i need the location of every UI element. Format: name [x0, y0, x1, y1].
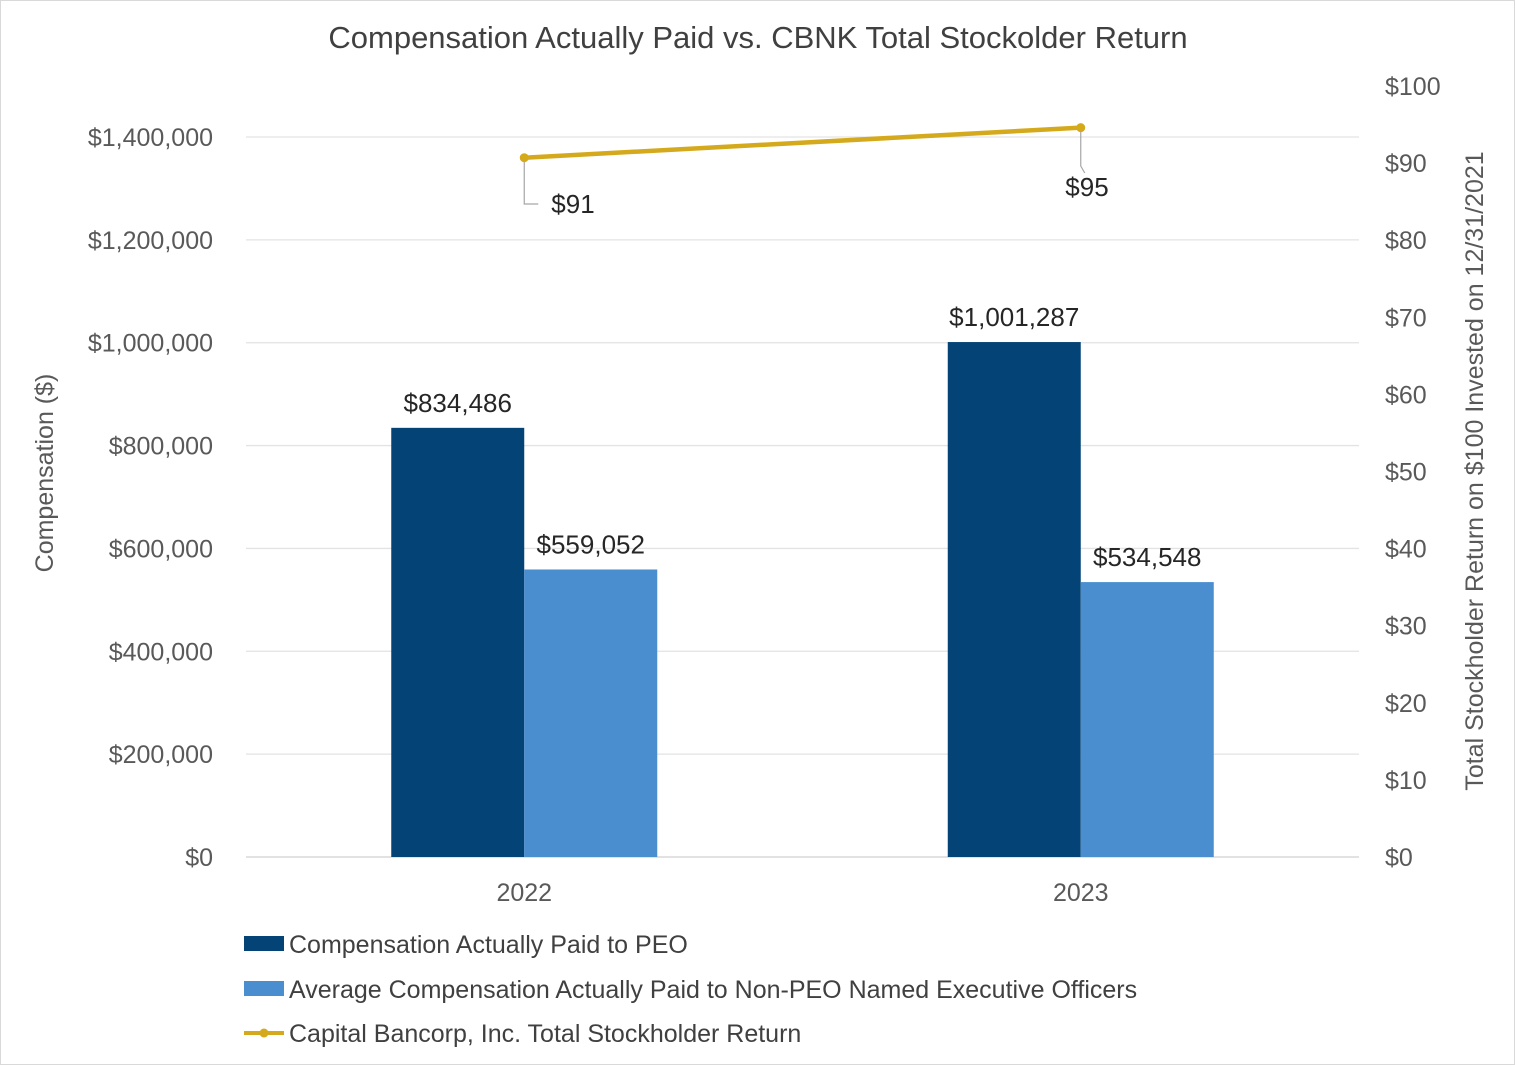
right-axis-title: Total Stockholder Return on $100 Investe…: [1461, 151, 1489, 790]
legend-swatch: [244, 981, 284, 996]
bar-data-label: $534,548: [1093, 542, 1201, 572]
bar-data-label: $1,001,287: [949, 302, 1079, 332]
tsr-point: [1076, 123, 1086, 133]
tsr-point: [519, 153, 529, 163]
chart-title: Compensation Actually Paid vs. CBNK Tota…: [328, 20, 1187, 55]
right-tick-label: $30: [1385, 613, 1427, 641]
tsr-line: [519, 123, 1086, 205]
left-tick-label: $1,400,000: [88, 124, 213, 152]
right-tick-label: $80: [1385, 227, 1427, 255]
right-tick-label: $60: [1385, 381, 1427, 409]
left-tick-label: $1,000,000: [88, 330, 213, 358]
bar: [524, 569, 658, 857]
left-tick-label: $0: [185, 844, 213, 872]
right-tick-label: $90: [1385, 150, 1427, 178]
left-tick-label: $400,000: [109, 638, 213, 666]
left-tick-label: $1,200,000: [88, 227, 213, 255]
right-tick-label: $40: [1385, 536, 1427, 564]
bars: [391, 342, 1214, 858]
bar-data-label: $559,052: [537, 529, 645, 559]
x-tick-label: 2022: [496, 879, 552, 907]
tsr-data-label: $95: [1065, 172, 1108, 202]
legend-label: Capital Bancorp, Inc. Total Stockholder …: [289, 1020, 801, 1048]
legend-label: Compensation Actually Paid to PEO: [289, 931, 688, 959]
left-axis-title: Compensation ($): [31, 374, 59, 573]
bar: [947, 342, 1081, 858]
legend-marker: [259, 1028, 269, 1038]
right-tick-label: $0: [1385, 844, 1413, 872]
axes: $0 $200,000 $400,000 $600,000 $800,000 $1,000…: [88, 73, 1441, 907]
left-tick-label: $200,000: [109, 741, 213, 769]
data-labels: $834,486 $559,052 $1,001,287 $534,548 $91 $95: [404, 172, 1202, 572]
left-tick-label: $800,000: [109, 433, 213, 461]
legend: Compensation Actually Paid to PEO Average…: [244, 931, 1137, 1048]
leader-line: [523, 157, 539, 205]
right-tick-label: $10: [1385, 767, 1427, 795]
right-tick-label: $100: [1385, 73, 1441, 101]
left-tick-label: $600,000: [109, 535, 213, 563]
legend-label: Average Compensation Actually Paid to No…: [289, 976, 1137, 1004]
right-tick-label: $50: [1385, 459, 1427, 487]
bar: [1080, 582, 1214, 857]
right-tick-label: $20: [1385, 690, 1427, 718]
x-tick-label: 2023: [1053, 879, 1109, 907]
bar-data-label: $834,486: [404, 388, 512, 418]
right-tick-label: $70: [1385, 304, 1427, 332]
tsr-data-label: $91: [551, 189, 594, 219]
tsr-series-line: [524, 125, 1081, 160]
bar: [391, 427, 525, 857]
leader-line: [1080, 127, 1086, 174]
legend-swatch: [244, 936, 284, 951]
